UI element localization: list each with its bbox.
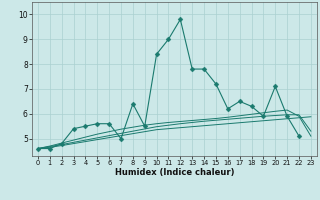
X-axis label: Humidex (Indice chaleur): Humidex (Indice chaleur) xyxy=(115,168,234,177)
